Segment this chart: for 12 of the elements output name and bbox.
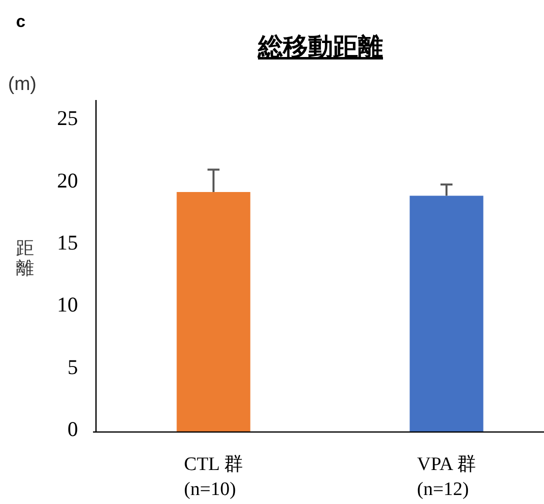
text: c [16,12,26,31]
x-tick-label: VPA 群 (n=12) [417,454,476,500]
y-tick-label: 5 [68,354,78,379]
chart-title: 総移動距離 [257,33,383,61]
y-tick-label: 20 [57,168,78,192]
y-tick-label: 10 [57,292,78,317]
y-tick-label: 25 [57,106,78,130]
y-tick-label: 15 [57,230,78,254]
y-tick-label: 0 [68,417,78,441]
y-axis-title: 距離 [16,238,34,278]
x-tick-label: CTL 群 (n=10) [184,454,243,500]
text: (m) [8,74,36,95]
